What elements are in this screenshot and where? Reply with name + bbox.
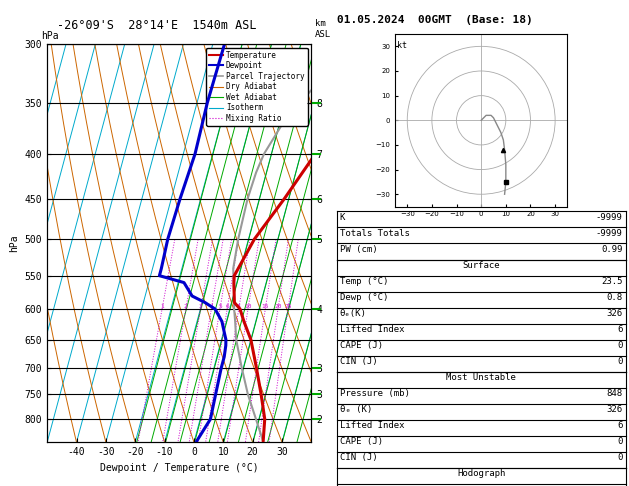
Text: 2: 2 bbox=[184, 304, 187, 309]
Text: 0: 0 bbox=[617, 341, 623, 350]
Text: Lifted Index: Lifted Index bbox=[340, 421, 404, 431]
Text: CAPE (J): CAPE (J) bbox=[340, 437, 382, 447]
Text: Temp (°C): Temp (°C) bbox=[340, 277, 388, 286]
Text: 326: 326 bbox=[606, 309, 623, 318]
Text: 0.99: 0.99 bbox=[601, 245, 623, 254]
Text: Lifted Index: Lifted Index bbox=[340, 325, 404, 334]
Text: θₑ (K): θₑ (K) bbox=[340, 405, 372, 415]
Text: hPa: hPa bbox=[41, 31, 58, 41]
Text: 5: 5 bbox=[218, 304, 222, 309]
Text: -9999: -9999 bbox=[596, 229, 623, 238]
X-axis label: Dewpoint / Temperature (°C): Dewpoint / Temperature (°C) bbox=[100, 463, 259, 473]
Text: 10: 10 bbox=[244, 304, 252, 309]
Text: K: K bbox=[340, 213, 345, 222]
Text: -9999: -9999 bbox=[596, 213, 623, 222]
Text: 15: 15 bbox=[262, 304, 269, 309]
Legend: Temperature, Dewpoint, Parcel Trajectory, Dry Adiabat, Wet Adiabat, Isotherm, Mi: Temperature, Dewpoint, Parcel Trajectory… bbox=[206, 48, 308, 126]
Text: 20: 20 bbox=[274, 304, 282, 309]
Text: 0: 0 bbox=[617, 437, 623, 447]
Text: Hodograph: Hodograph bbox=[457, 469, 505, 479]
Text: 6: 6 bbox=[617, 421, 623, 431]
Text: 0.8: 0.8 bbox=[606, 293, 623, 302]
Text: Surface: Surface bbox=[462, 261, 500, 270]
Text: 8: 8 bbox=[237, 304, 241, 309]
Text: Dewp (°C): Dewp (°C) bbox=[340, 293, 388, 302]
Text: 0: 0 bbox=[617, 357, 623, 366]
Text: θₑ(K): θₑ(K) bbox=[340, 309, 367, 318]
Text: 1: 1 bbox=[160, 304, 164, 309]
Text: 848: 848 bbox=[606, 389, 623, 399]
Y-axis label: hPa: hPa bbox=[9, 234, 19, 252]
Text: 3: 3 bbox=[199, 304, 203, 309]
Text: 25: 25 bbox=[284, 304, 292, 309]
Text: CAPE (J): CAPE (J) bbox=[340, 341, 382, 350]
Text: kt: kt bbox=[398, 41, 408, 51]
Text: 01.05.2024  00GMT  (Base: 18): 01.05.2024 00GMT (Base: 18) bbox=[337, 15, 532, 25]
Text: 4: 4 bbox=[209, 304, 213, 309]
Text: 6: 6 bbox=[225, 304, 229, 309]
Text: CIN (J): CIN (J) bbox=[340, 453, 377, 463]
Text: Totals Totals: Totals Totals bbox=[340, 229, 409, 238]
Text: -26°09'S  28°14'E  1540m ASL: -26°09'S 28°14'E 1540m ASL bbox=[57, 19, 256, 33]
Text: Most Unstable: Most Unstable bbox=[446, 373, 516, 382]
Text: Pressure (mb): Pressure (mb) bbox=[340, 389, 409, 399]
Text: 0: 0 bbox=[617, 453, 623, 463]
Text: CIN (J): CIN (J) bbox=[340, 357, 377, 366]
Text: 6: 6 bbox=[617, 325, 623, 334]
Text: km
ASL: km ASL bbox=[314, 19, 331, 39]
Text: 23.5: 23.5 bbox=[601, 277, 623, 286]
Text: PW (cm): PW (cm) bbox=[340, 245, 377, 254]
Text: 326: 326 bbox=[606, 405, 623, 415]
